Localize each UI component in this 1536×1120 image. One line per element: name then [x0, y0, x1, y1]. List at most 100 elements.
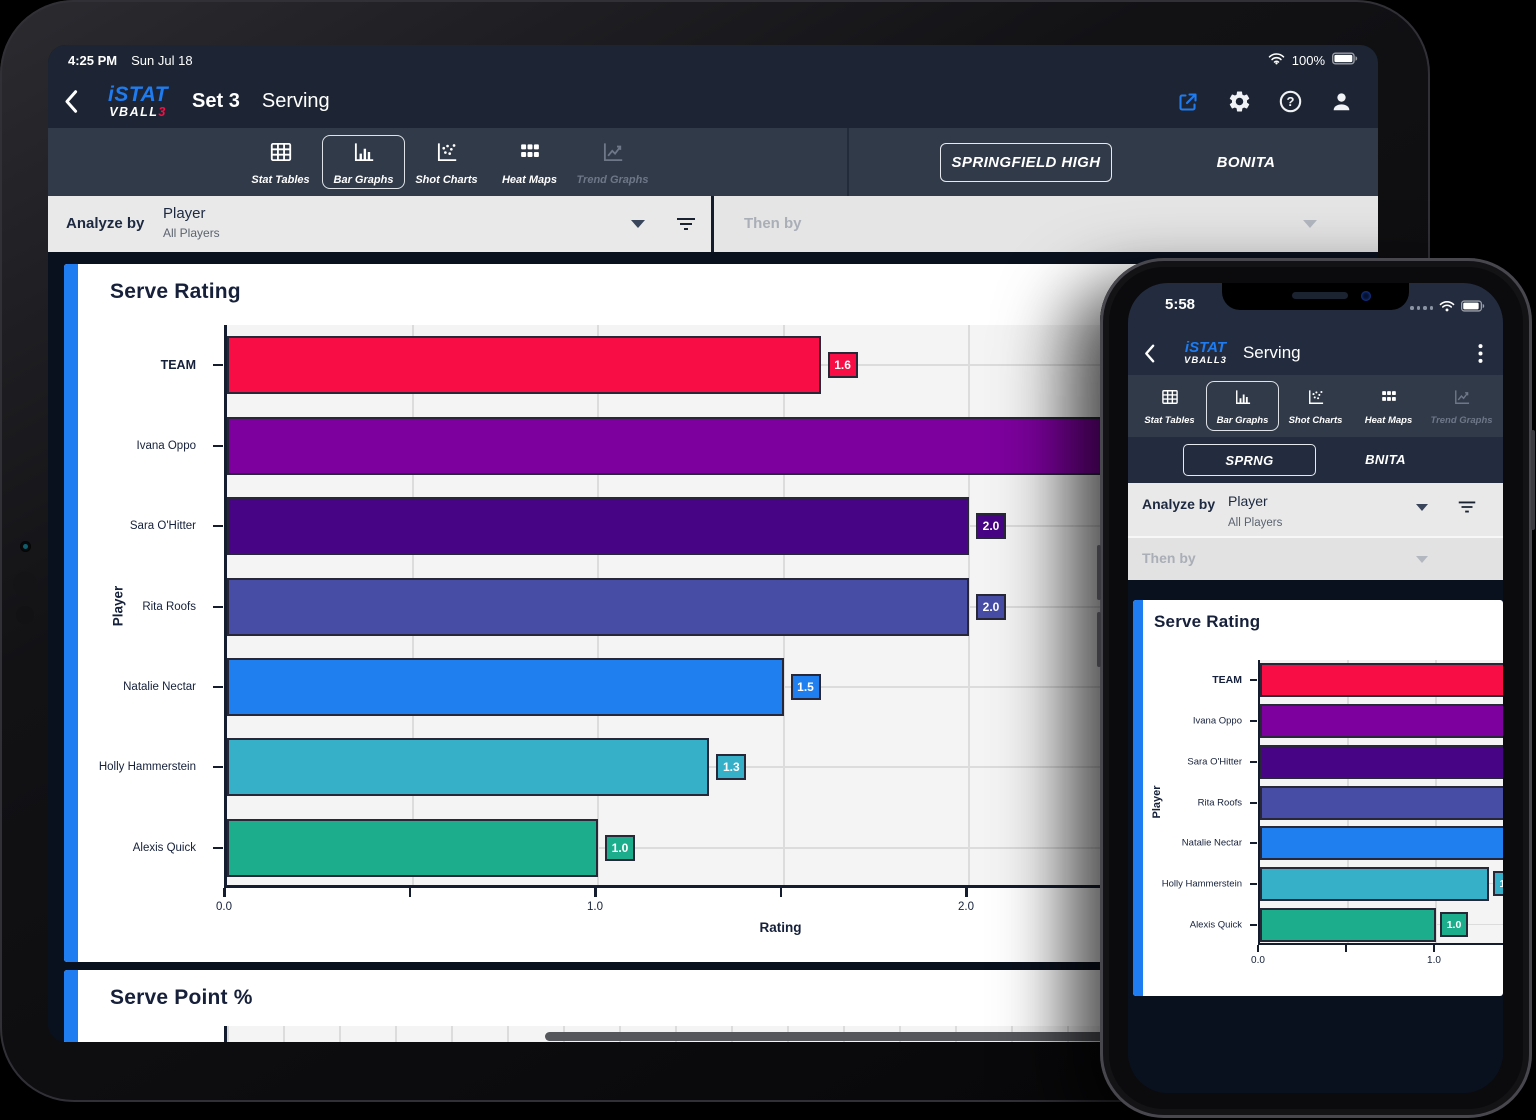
filter-icon[interactable]	[1456, 496, 1478, 523]
axis-tick	[779, 888, 782, 897]
export-share-button[interactable]	[1175, 89, 1201, 115]
shot-charts-icon	[1306, 387, 1326, 412]
category-label: Ivana Oppo	[136, 439, 196, 452]
bar-chart-plot: 1.62.02.01.51.31.0	[1250, 660, 1503, 945]
axis-tick	[1250, 760, 1257, 763]
category-label: Holly Hammerstein	[1161, 878, 1242, 890]
bar-alexis-quick	[227, 818, 598, 877]
axis-tick	[1250, 842, 1257, 845]
tab-label: Stat Tables	[1144, 414, 1195, 426]
team-button-springfield-high[interactable]: SPRINGFIELD HIGH	[940, 142, 1112, 182]
bar-sara-o-hitter	[1260, 744, 1503, 779]
settings-gear-button[interactable]	[1226, 89, 1252, 115]
help-button[interactable]: ?	[1277, 89, 1303, 115]
then-by-control[interactable]: Then by	[714, 196, 1378, 252]
x-axis-ticks: 0.01.02.03.0	[1251, 945, 1503, 975]
category-label: Alexis Quick	[1189, 919, 1242, 931]
chevron-down-icon	[1416, 504, 1428, 511]
gridline	[227, 846, 1340, 849]
profile-button[interactable]	[1328, 89, 1354, 115]
logo-accent: 3	[158, 105, 167, 120]
tab-shot-charts[interactable]: Shot Charts	[1279, 381, 1352, 431]
analyze-by-label: Analyze by	[66, 215, 145, 232]
axis-tick	[1257, 945, 1259, 952]
tab-heat-maps[interactable]: Heat Maps	[1352, 381, 1425, 431]
team-button-bnita[interactable]: BNITA	[1365, 452, 1406, 467]
sensor-icon	[13, 572, 37, 596]
battery-icon	[1332, 52, 1358, 68]
team-button-bonita[interactable]: BONITA	[1216, 153, 1276, 171]
team-button-sprng[interactable]: SPRNG	[1183, 444, 1316, 476]
axis-tick	[1250, 720, 1257, 723]
status-date: Sun Jul 18	[131, 52, 193, 68]
then-by-label: Then by	[744, 215, 802, 232]
horizontal-scrollbar[interactable]	[545, 1032, 1211, 1041]
tab-bar-graphs[interactable]: Bar Graphs	[1206, 381, 1279, 431]
tab-label: Trend Graphs	[576, 173, 649, 186]
volume-up-button	[1097, 545, 1101, 600]
logo-line2: VBALL	[1184, 355, 1221, 367]
chevron-down-icon	[631, 220, 645, 228]
app-logo: iSTAT VBALL3	[108, 84, 168, 119]
gridline	[227, 685, 1340, 688]
bar-rita-roofs	[1260, 785, 1503, 820]
tab-label: Shot Charts	[415, 173, 478, 186]
gridline	[227, 766, 1340, 769]
tick-label: 1.0	[587, 901, 603, 913]
tab-bar-graphs[interactable]: Bar Graphs	[322, 135, 405, 189]
tick-label: 1.0	[1427, 955, 1441, 966]
bar-ivana-oppo	[1260, 704, 1503, 739]
team-toggle: SPRNG BNITA	[1128, 437, 1503, 483]
back-button[interactable]	[1144, 338, 1170, 368]
value-label: 1.3	[716, 754, 747, 781]
axis-tick	[213, 766, 223, 769]
app-header: 4:25 PM Sun Jul 18 100% iSTAT VBALL3	[48, 45, 1378, 128]
status-time: 5:58	[1165, 296, 1196, 313]
analyze-by-subvalue: All Players	[1228, 517, 1283, 529]
then-by-control[interactable]: Then by	[1128, 536, 1503, 580]
chart-title: Serve Rating	[110, 280, 241, 303]
category-label: Alexis Quick	[132, 841, 196, 854]
content-area: Serve Rating Player TEAM Ivana Oppo Sara O…	[1128, 580, 1503, 1093]
y-axis-labels: TEAM Ivana Oppo Sara O'Hitter Rita Roofs Nat…	[1133, 660, 1250, 945]
analyze-by-control[interactable]: Analyze by Player All Players	[48, 196, 711, 252]
page-title: Serving	[261, 90, 330, 112]
axis-tick	[213, 846, 223, 849]
set-label: Set 3	[192, 90, 240, 112]
tab-trend-graphs[interactable]: Trend Graphs	[1425, 381, 1498, 431]
more-options-button[interactable]	[1473, 343, 1487, 363]
tab-trend-graphs[interactable]: Trend Graphs	[571, 135, 654, 189]
tab-heat-maps[interactable]: Heat Maps	[488, 135, 571, 189]
bar-sara-o-hitter	[227, 497, 969, 556]
axis-tick	[213, 364, 223, 367]
tab-label: Bar Graphs	[333, 173, 394, 186]
nav-bar: iSTAT VBALL3 Set 3 Serving ?	[48, 75, 1378, 128]
battery-percent: 100%	[1291, 52, 1325, 68]
axis-tick	[1250, 882, 1257, 885]
bar-alexis-quick	[1260, 907, 1436, 942]
logo-line2: VBALL	[109, 105, 159, 120]
analyze-by-value: Player	[163, 205, 206, 222]
trend-graphs-icon	[1452, 387, 1472, 412]
tab-stat-tables[interactable]: Stat Tables	[239, 135, 322, 189]
chevron-down-icon	[1416, 556, 1428, 563]
back-button[interactable]	[64, 87, 90, 117]
axis-tick	[223, 888, 226, 897]
heat-maps-icon	[517, 139, 543, 170]
sensor-icon	[16, 606, 34, 624]
then-by-label: Then by	[1142, 550, 1196, 566]
filter-icon[interactable]	[674, 212, 698, 241]
value-label: 1.3	[1492, 871, 1503, 897]
tab-shot-charts[interactable]: Shot Charts	[405, 135, 488, 189]
bar-graphs-icon	[351, 139, 377, 170]
analyze-by-subvalue: All Players	[163, 226, 220, 240]
card-accent-bar	[1133, 600, 1143, 996]
analyze-by-control[interactable]: Analyze by Player All Players	[1128, 483, 1503, 536]
logo-line1: iSTAT	[108, 83, 169, 107]
trend-graphs-icon	[600, 139, 626, 170]
category-label: Rita Roofs	[1197, 797, 1242, 808]
heat-maps-icon	[1379, 387, 1399, 412]
value-label: 2.0	[976, 513, 1006, 540]
tab-stat-tables[interactable]: Stat Tables	[1133, 381, 1206, 431]
axis-tick	[1250, 923, 1257, 926]
